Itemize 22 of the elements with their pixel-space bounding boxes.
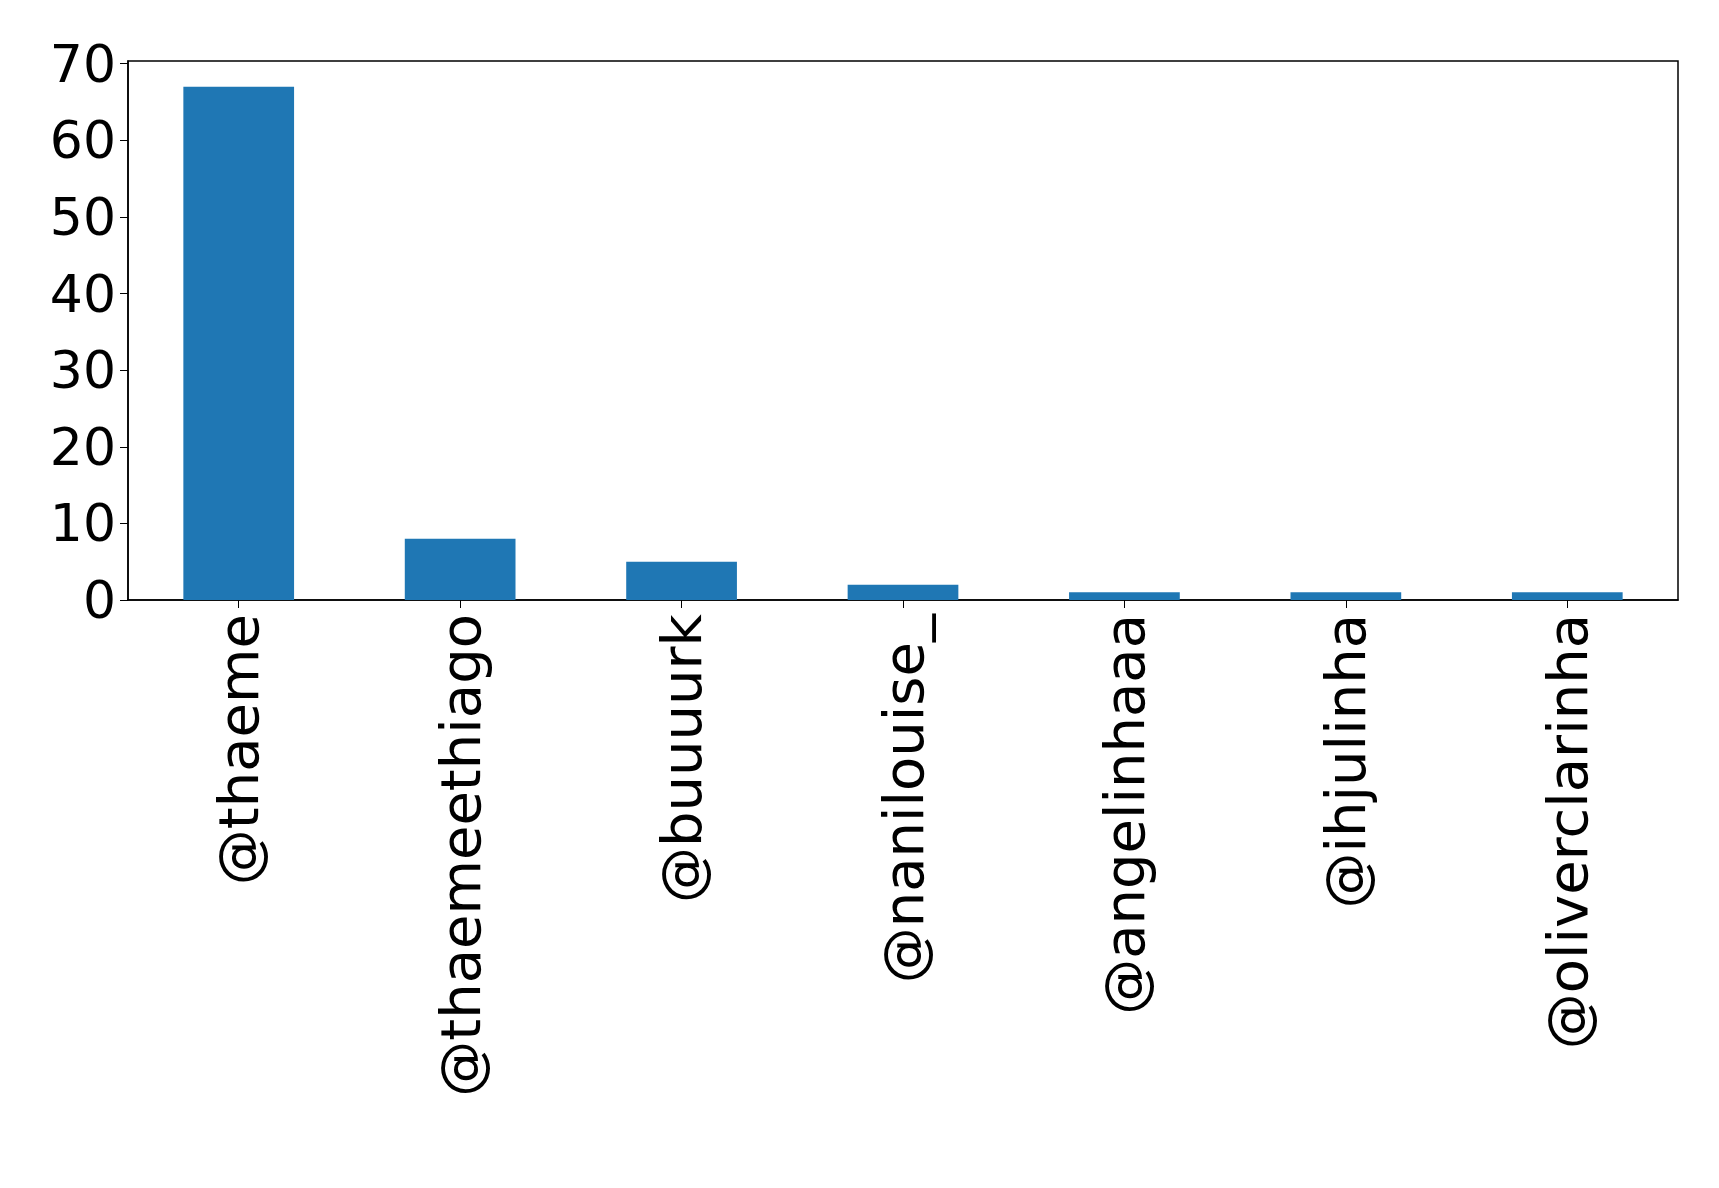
bar	[1290, 592, 1402, 600]
bar	[1069, 592, 1180, 600]
bar	[183, 86, 295, 600]
bar	[1511, 592, 1623, 600]
bar	[626, 561, 737, 600]
y-tick-label: 20	[49, 416, 116, 477]
y-tick-label: 10	[49, 493, 116, 554]
x-tick-label: @angelinhaaa	[1091, 614, 1157, 1015]
y-tick-label: 40	[49, 263, 116, 324]
y-tick-label: 60	[49, 110, 116, 171]
y-tick-label: 0	[82, 570, 116, 630]
y-tick-label: 70	[49, 33, 116, 94]
bar	[847, 584, 959, 600]
bar	[404, 538, 516, 600]
y-tick-label: 50	[49, 186, 116, 247]
x-tick-label: @buuuurk	[649, 613, 715, 903]
x-tick-label: @oliverclarinha	[1534, 614, 1600, 1050]
y-tick-label: 30	[49, 340, 116, 401]
x-tick-label: @thaemeethiago	[427, 614, 493, 1097]
x-tick-label: @thaeme	[206, 614, 272, 886]
x-tick-label: @ihjulinha	[1313, 614, 1379, 909]
x-tick-label: @nanilouise_	[870, 613, 936, 984]
